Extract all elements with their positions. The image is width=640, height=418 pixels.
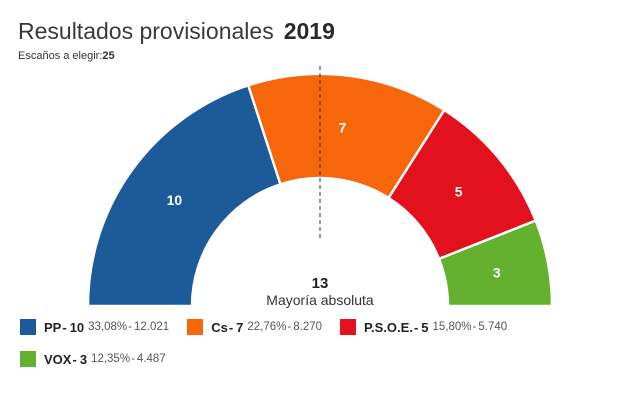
segment-vox bbox=[437, 219, 554, 308]
legend-swatch bbox=[20, 351, 36, 367]
legend-votes: 12.021 bbox=[134, 321, 170, 333]
chart-legend: PP -10 33,08% -12.021 Cs -7 22,76% -8.270 P.S.O.… bbox=[20, 318, 630, 382]
legend-separator: - bbox=[228, 319, 234, 335]
chart-segment-labels: 10 7 5 3 bbox=[167, 119, 501, 280]
legend-seats: 5 bbox=[421, 319, 429, 335]
majority-label: Mayoría absoluta bbox=[266, 292, 374, 308]
seats-to-elect: Escaños a elegir:25 bbox=[18, 50, 115, 62]
legend-separator: - bbox=[128, 321, 133, 333]
chart-header: Resultados provisionales 2019 bbox=[18, 18, 335, 45]
legend-percent: 12,35% bbox=[91, 353, 131, 365]
legend-swatch bbox=[340, 319, 357, 335]
segment-pp bbox=[86, 83, 282, 308]
legend-swatch bbox=[20, 319, 36, 335]
legend-party-name: PP bbox=[44, 319, 62, 335]
legend-seats: 3 bbox=[79, 351, 88, 367]
legend-votes: 8.270 bbox=[293, 321, 323, 333]
chart-year: 2019 bbox=[283, 18, 335, 44]
legend-swatch bbox=[187, 319, 204, 335]
legend-percent: 15,80% bbox=[432, 321, 472, 333]
legend-item: VOX -3 12,35% -4.487 bbox=[20, 351, 166, 367]
legend-separator: - bbox=[413, 319, 419, 335]
seats-to-elect-label: Escaños a elegir: bbox=[18, 50, 103, 62]
segment-label-vox: 3 bbox=[493, 264, 501, 280]
legend-separator: - bbox=[72, 351, 77, 367]
majority-value: 13 bbox=[312, 275, 329, 292]
legend-item: PP -10 33,08% -12.021 bbox=[20, 319, 169, 335]
segment-label-pp: 10 bbox=[167, 192, 183, 208]
legend-party-name: VOX bbox=[44, 351, 72, 367]
segment-label-psoe: 5 bbox=[455, 183, 463, 199]
legend-percent: 33,08% bbox=[88, 321, 128, 333]
legend-percent: 22,76% bbox=[247, 321, 287, 333]
segment-cs bbox=[246, 72, 446, 200]
legend-separator: - bbox=[62, 319, 67, 335]
legend-party-name: Cs bbox=[211, 319, 228, 335]
legend-row: VOX -3 12,35% -4.487 bbox=[20, 350, 630, 368]
legend-party-name: P.S.O.E. bbox=[364, 319, 413, 335]
legend-item: Cs -7 22,76% -8.270 bbox=[187, 319, 322, 335]
segment-label-cs: 7 bbox=[339, 119, 347, 135]
seats-to-elect-value: 25 bbox=[102, 50, 115, 62]
legend-row: PP -10 33,08% -12.021 Cs -7 22,76% -8.270 P.S.O.… bbox=[20, 318, 630, 336]
legend-item: P.S.O.E. -5 15,80% -5.740 bbox=[340, 319, 507, 335]
chart-segments bbox=[86, 72, 554, 308]
legend-separator: - bbox=[472, 321, 477, 333]
legend-seats: 10 bbox=[69, 319, 85, 335]
legend-votes: 5.740 bbox=[478, 321, 508, 333]
legend-seats: 7 bbox=[236, 319, 244, 335]
legend-separator: - bbox=[287, 321, 292, 333]
legend-votes: 4.487 bbox=[136, 353, 166, 365]
legend-separator: - bbox=[131, 353, 135, 365]
chart-title: Resultados provisionales bbox=[18, 18, 274, 44]
